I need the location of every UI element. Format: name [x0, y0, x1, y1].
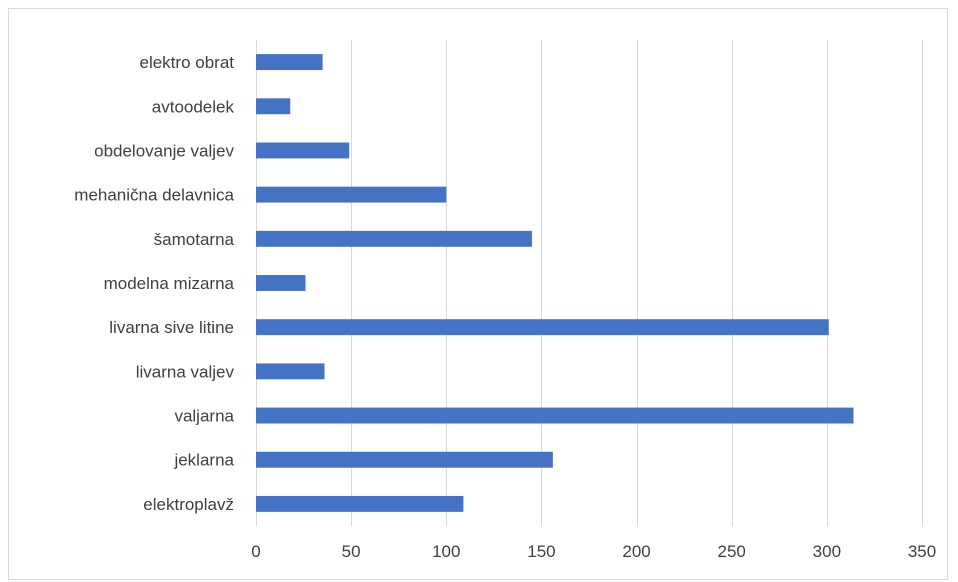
bar-1 — [256, 451, 553, 468]
x-tick-label: 100 — [432, 542, 460, 561]
bar-5 — [256, 275, 306, 291]
x-tick-label: 200 — [622, 542, 650, 561]
category-label: avtoodelek — [152, 97, 235, 116]
category-label: jeklarna — [173, 451, 234, 470]
bar-3 — [256, 363, 325, 380]
category-label: livarna valjev — [136, 362, 235, 381]
x-tick-label: 50 — [342, 542, 361, 561]
bar-9 — [256, 98, 291, 115]
category-label: elektro obrat — [140, 53, 235, 72]
bar-6 — [256, 230, 532, 247]
category-label: valjarna — [174, 407, 234, 426]
gridlines — [256, 40, 923, 526]
x-tick-label: 0 — [251, 542, 260, 561]
category-label: šamotarna — [154, 230, 235, 249]
x-tick-label: 350 — [908, 542, 936, 561]
category-labels: elektroplavž jeklarna valjarna livarna valj… — [74, 53, 234, 514]
bar-4 — [256, 319, 829, 336]
bar-0 — [256, 495, 464, 512]
chart-frame — [8, 8, 948, 580]
bar-7 — [256, 186, 447, 203]
x-tick-label: 300 — [813, 542, 841, 561]
category-label: livarna sive litine — [109, 318, 234, 337]
x-tick-labels: 0 50 100 150 200 250 300 350 — [251, 542, 936, 561]
category-label: obdelovanje valjev — [94, 141, 234, 160]
bar-8 — [256, 142, 350, 159]
category-label: modelna mizarna — [104, 274, 235, 293]
x-tick-label: 150 — [527, 542, 555, 561]
category-label: elektroplavž — [143, 495, 234, 514]
x-tick-label: 250 — [718, 542, 746, 561]
bar-2 — [256, 407, 854, 424]
bars — [256, 54, 854, 512]
bar-10 — [256, 54, 323, 71]
category-label: mehanična delavnica — [74, 186, 234, 205]
